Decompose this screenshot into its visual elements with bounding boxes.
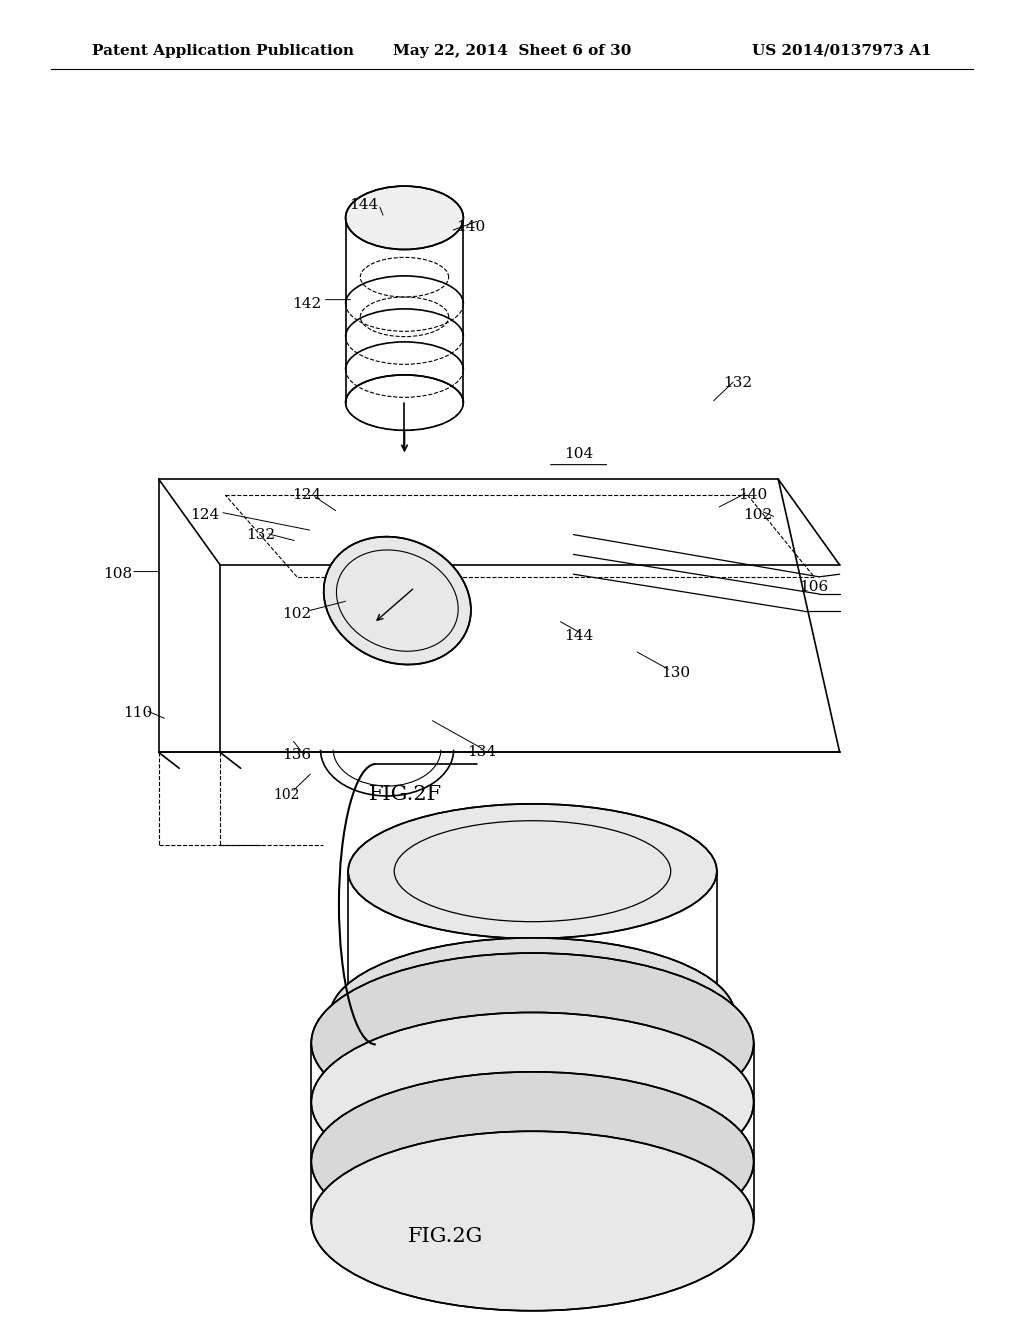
Text: May 22, 2014  Sheet 6 of 30: May 22, 2014 Sheet 6 of 30: [393, 44, 631, 58]
Text: 144: 144: [564, 630, 593, 643]
Text: 124: 124: [293, 488, 322, 502]
Text: 140: 140: [457, 220, 485, 234]
Ellipse shape: [311, 1131, 754, 1311]
Text: 134: 134: [467, 746, 496, 759]
Text: 104: 104: [564, 447, 593, 461]
Ellipse shape: [324, 537, 471, 664]
Text: 102: 102: [273, 788, 300, 801]
Text: 108: 108: [103, 568, 132, 581]
Ellipse shape: [348, 804, 717, 939]
Text: 104: 104: [564, 449, 593, 462]
Text: 144: 144: [349, 198, 378, 211]
Ellipse shape: [345, 186, 463, 249]
Text: 142: 142: [293, 297, 322, 310]
Text: 132: 132: [247, 528, 275, 541]
Text: FIG.2F: FIG.2F: [369, 785, 441, 804]
Text: 140: 140: [738, 488, 767, 502]
Text: 110: 110: [124, 706, 153, 719]
Ellipse shape: [311, 1072, 754, 1251]
Ellipse shape: [330, 937, 735, 1096]
Text: FIG.2G: FIG.2G: [408, 1228, 483, 1246]
Text: 124: 124: [190, 508, 219, 521]
Text: Patent Application Publication: Patent Application Publication: [92, 44, 354, 58]
Text: 102: 102: [283, 607, 311, 620]
Text: 130: 130: [662, 667, 690, 680]
Text: 136: 136: [283, 748, 311, 762]
Text: 102: 102: [743, 508, 772, 521]
Text: 106: 106: [800, 581, 828, 594]
Ellipse shape: [311, 1012, 754, 1192]
Ellipse shape: [311, 953, 754, 1133]
Text: US 2014/0137973 A1: US 2014/0137973 A1: [753, 44, 932, 58]
Text: 132: 132: [723, 376, 752, 389]
